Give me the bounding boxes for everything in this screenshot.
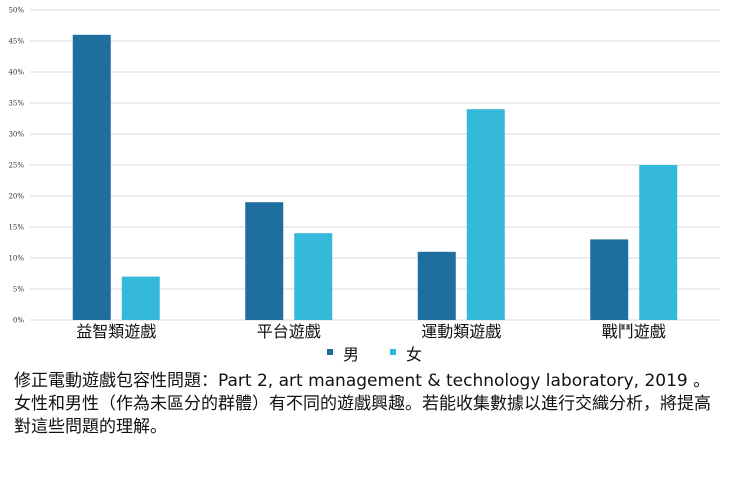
legend-entry-label: 男: [343, 345, 359, 364]
bar-female: [294, 233, 333, 320]
bar-female: [639, 165, 678, 320]
legend-swatch: [327, 349, 333, 355]
bar-male: [590, 239, 629, 320]
bar-female: [121, 276, 160, 320]
bar-male: [245, 202, 284, 320]
y-tick-label: 30%: [8, 131, 24, 139]
bar-male: [72, 34, 111, 321]
legend-entry-label: 女: [406, 345, 422, 364]
y-tick-label: 15%: [8, 224, 24, 232]
y-tick-label: 20%: [8, 193, 24, 201]
legend: 男女: [327, 345, 422, 364]
y-tick-label: 0%: [13, 317, 24, 325]
x-category-label: 運動類遊戲: [421, 322, 501, 341]
y-tick-label: 5%: [13, 286, 24, 294]
y-tick-label: 10%: [8, 255, 24, 263]
bar-female: [466, 109, 505, 320]
chart-canvas: 0% 5% 10% 15% 20% 25% 30% 35% 40% 45% 50% 益智類遊戲 平台遊…: [8, 7, 720, 364]
chart-caption: 修正電動遊戲包容性問題：Part 2, art management & tec…: [14, 371, 711, 437]
y-tick-label: 35%: [8, 100, 24, 108]
x-category-label: 平台遊戲: [257, 322, 321, 341]
y-tick-label: 45%: [8, 38, 24, 46]
y-axis-ticks: 0% 5% 10% 15% 20% 25% 30% 35% 40% 45% 50%: [8, 7, 24, 325]
bars: [72, 34, 678, 321]
x-category-label: 戰鬥遊戲: [602, 322, 666, 341]
legend-swatch: [390, 349, 396, 355]
bar-male: [417, 251, 456, 320]
y-tick-label: 25%: [8, 162, 24, 170]
x-category-label: 益智類遊戲: [76, 322, 156, 341]
y-tick-label: 50%: [8, 7, 24, 15]
bar-chart: 0% 5% 10% 15% 20% 25% 30% 35% 40% 45% 50% 益智類遊戲 平台遊…: [8, 7, 720, 364]
x-axis-categories: 益智類遊戲 平台遊戲 運動類遊戲 戰鬥遊戲: [76, 322, 666, 341]
y-tick-label: 40%: [8, 69, 24, 77]
